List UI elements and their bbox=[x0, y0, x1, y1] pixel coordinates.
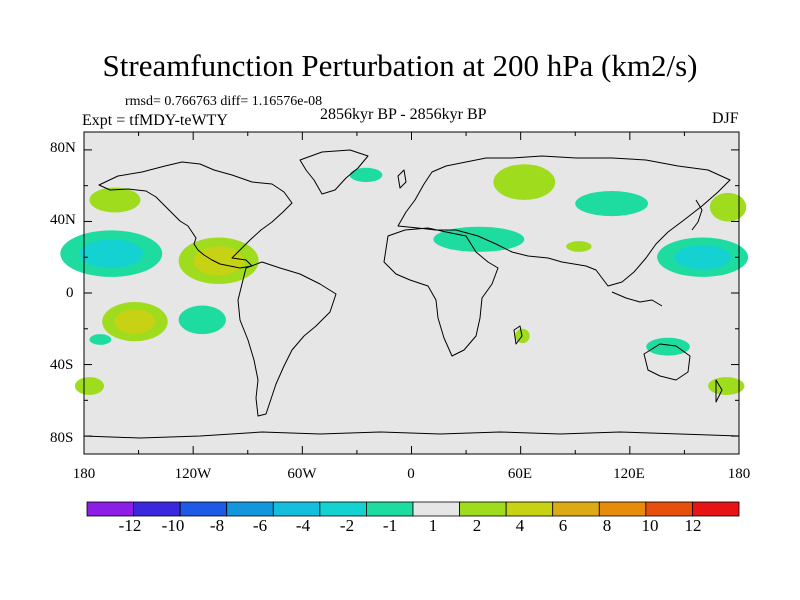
colorbar-swatch bbox=[179, 501, 228, 517]
coastlines bbox=[83, 149, 740, 439]
colorbar-label: 1 bbox=[428, 516, 438, 535]
colorbar-swatch bbox=[226, 501, 274, 517]
colorbar-swatch bbox=[692, 501, 740, 517]
colorbar-swatch bbox=[86, 501, 134, 517]
y-axis-label: 40N bbox=[50, 212, 76, 228]
contour-feature bbox=[178, 305, 226, 335]
coast-madagascar bbox=[513, 325, 523, 345]
coast-japan bbox=[691, 199, 703, 231]
x-axis-label: 60W bbox=[287, 466, 317, 482]
contour-level-fill bbox=[114, 309, 156, 334]
coast-africa bbox=[383, 227, 499, 357]
colorbar-label: 10 bbox=[641, 516, 659, 535]
colorbar-label: 6 bbox=[558, 516, 568, 535]
colorbar-swatch bbox=[459, 501, 507, 517]
x-axis-label: 180 bbox=[72, 466, 96, 482]
coast-eurasia bbox=[397, 155, 731, 287]
colorbar-swatch bbox=[272, 501, 321, 517]
map-background bbox=[84, 132, 739, 454]
contour-layer bbox=[60, 164, 749, 395]
y-axis-label: 0 bbox=[66, 285, 74, 301]
colorbar-swatch bbox=[505, 501, 554, 517]
contour-level-fill bbox=[674, 245, 731, 270]
contour-feature bbox=[74, 377, 105, 395]
coast-australia bbox=[643, 343, 691, 381]
contour-feature bbox=[60, 230, 163, 277]
coast-south-america bbox=[237, 261, 337, 417]
x-axis-label: 120W bbox=[174, 466, 212, 482]
experiment-label: Expt = tfMDY-teWTY bbox=[82, 112, 228, 129]
colorbar-swatch bbox=[366, 501, 414, 517]
contour-level-fill bbox=[709, 192, 747, 222]
contour-feature bbox=[493, 164, 556, 200]
colorbar-swatch bbox=[598, 501, 647, 517]
contour-level-fill bbox=[79, 239, 143, 269]
colorbar bbox=[86, 501, 740, 517]
coast-north-america bbox=[98, 161, 293, 269]
contour-level-fill bbox=[433, 226, 525, 252]
contour-feature bbox=[575, 191, 649, 217]
colorbar-label: -12 bbox=[118, 516, 142, 535]
y-axis-label: 80S bbox=[50, 430, 74, 446]
colorbar-label: -1 bbox=[382, 516, 398, 535]
colorbar-swatch bbox=[133, 501, 181, 517]
chart-title: Streamfunction Perturbation at 200 hPa (… bbox=[102, 48, 698, 83]
contour-feature bbox=[657, 237, 749, 277]
colorbar-swatch bbox=[645, 501, 693, 517]
contour-level-fill bbox=[193, 246, 244, 276]
colorbar-label: 12 bbox=[684, 516, 702, 535]
coast-indonesia bbox=[611, 291, 663, 307]
coast-new-zealand bbox=[715, 379, 723, 403]
colorbar-label: -8 bbox=[209, 516, 225, 535]
contour-feature bbox=[178, 237, 259, 285]
stats-text: rmsd= 0.766763 diff= 1.16576e-08 bbox=[125, 94, 323, 109]
contour-feature bbox=[646, 337, 690, 356]
x-axis-label: 180 bbox=[727, 466, 751, 482]
contour-feature bbox=[102, 301, 168, 342]
contour-feature bbox=[349, 167, 383, 183]
y-axis-label: 80N bbox=[50, 140, 76, 156]
contour-level-fill bbox=[493, 164, 556, 200]
coast-antarctica bbox=[83, 431, 740, 439]
colorbar-label: -4 bbox=[295, 516, 311, 535]
colorbar-swatch bbox=[412, 501, 460, 517]
coast-britain bbox=[397, 169, 407, 189]
season-label: DJF bbox=[712, 110, 739, 127]
colorbar-label: 2 bbox=[472, 516, 482, 535]
colorbar-label: -6 bbox=[252, 516, 268, 535]
y-axis-label: 40S bbox=[50, 357, 74, 373]
contour-feature bbox=[89, 334, 112, 345]
contour-level-fill bbox=[89, 334, 112, 345]
coast-greenland bbox=[299, 149, 369, 195]
colorbar-label: -10 bbox=[161, 516, 185, 535]
x-axis-label: 0 bbox=[407, 466, 415, 482]
colorbar-label: -2 bbox=[339, 516, 355, 535]
contour-feature bbox=[566, 241, 592, 252]
x-axis-label: 120E bbox=[613, 466, 645, 482]
contour-level-fill bbox=[349, 167, 383, 183]
contour-level-fill bbox=[74, 377, 105, 395]
contour-level-fill bbox=[566, 241, 592, 252]
contour-feature bbox=[709, 192, 747, 222]
colorbar-swatch bbox=[319, 501, 367, 517]
contour-level-fill bbox=[89, 187, 141, 213]
contour-level-fill bbox=[646, 337, 690, 356]
contour-level-fill bbox=[575, 191, 649, 217]
contour-feature bbox=[433, 226, 525, 252]
colorbar-label: 8 bbox=[602, 516, 612, 535]
contour-level-fill bbox=[178, 305, 226, 335]
x-axis-label: 60E bbox=[507, 466, 533, 482]
colorbar-label: 4 bbox=[515, 516, 525, 535]
contour-feature bbox=[89, 187, 141, 213]
period-label: 2856kyr BP - 2856kyr BP bbox=[320, 106, 487, 123]
colorbar-swatch bbox=[552, 501, 600, 517]
axis-ticks bbox=[83, 132, 740, 454]
